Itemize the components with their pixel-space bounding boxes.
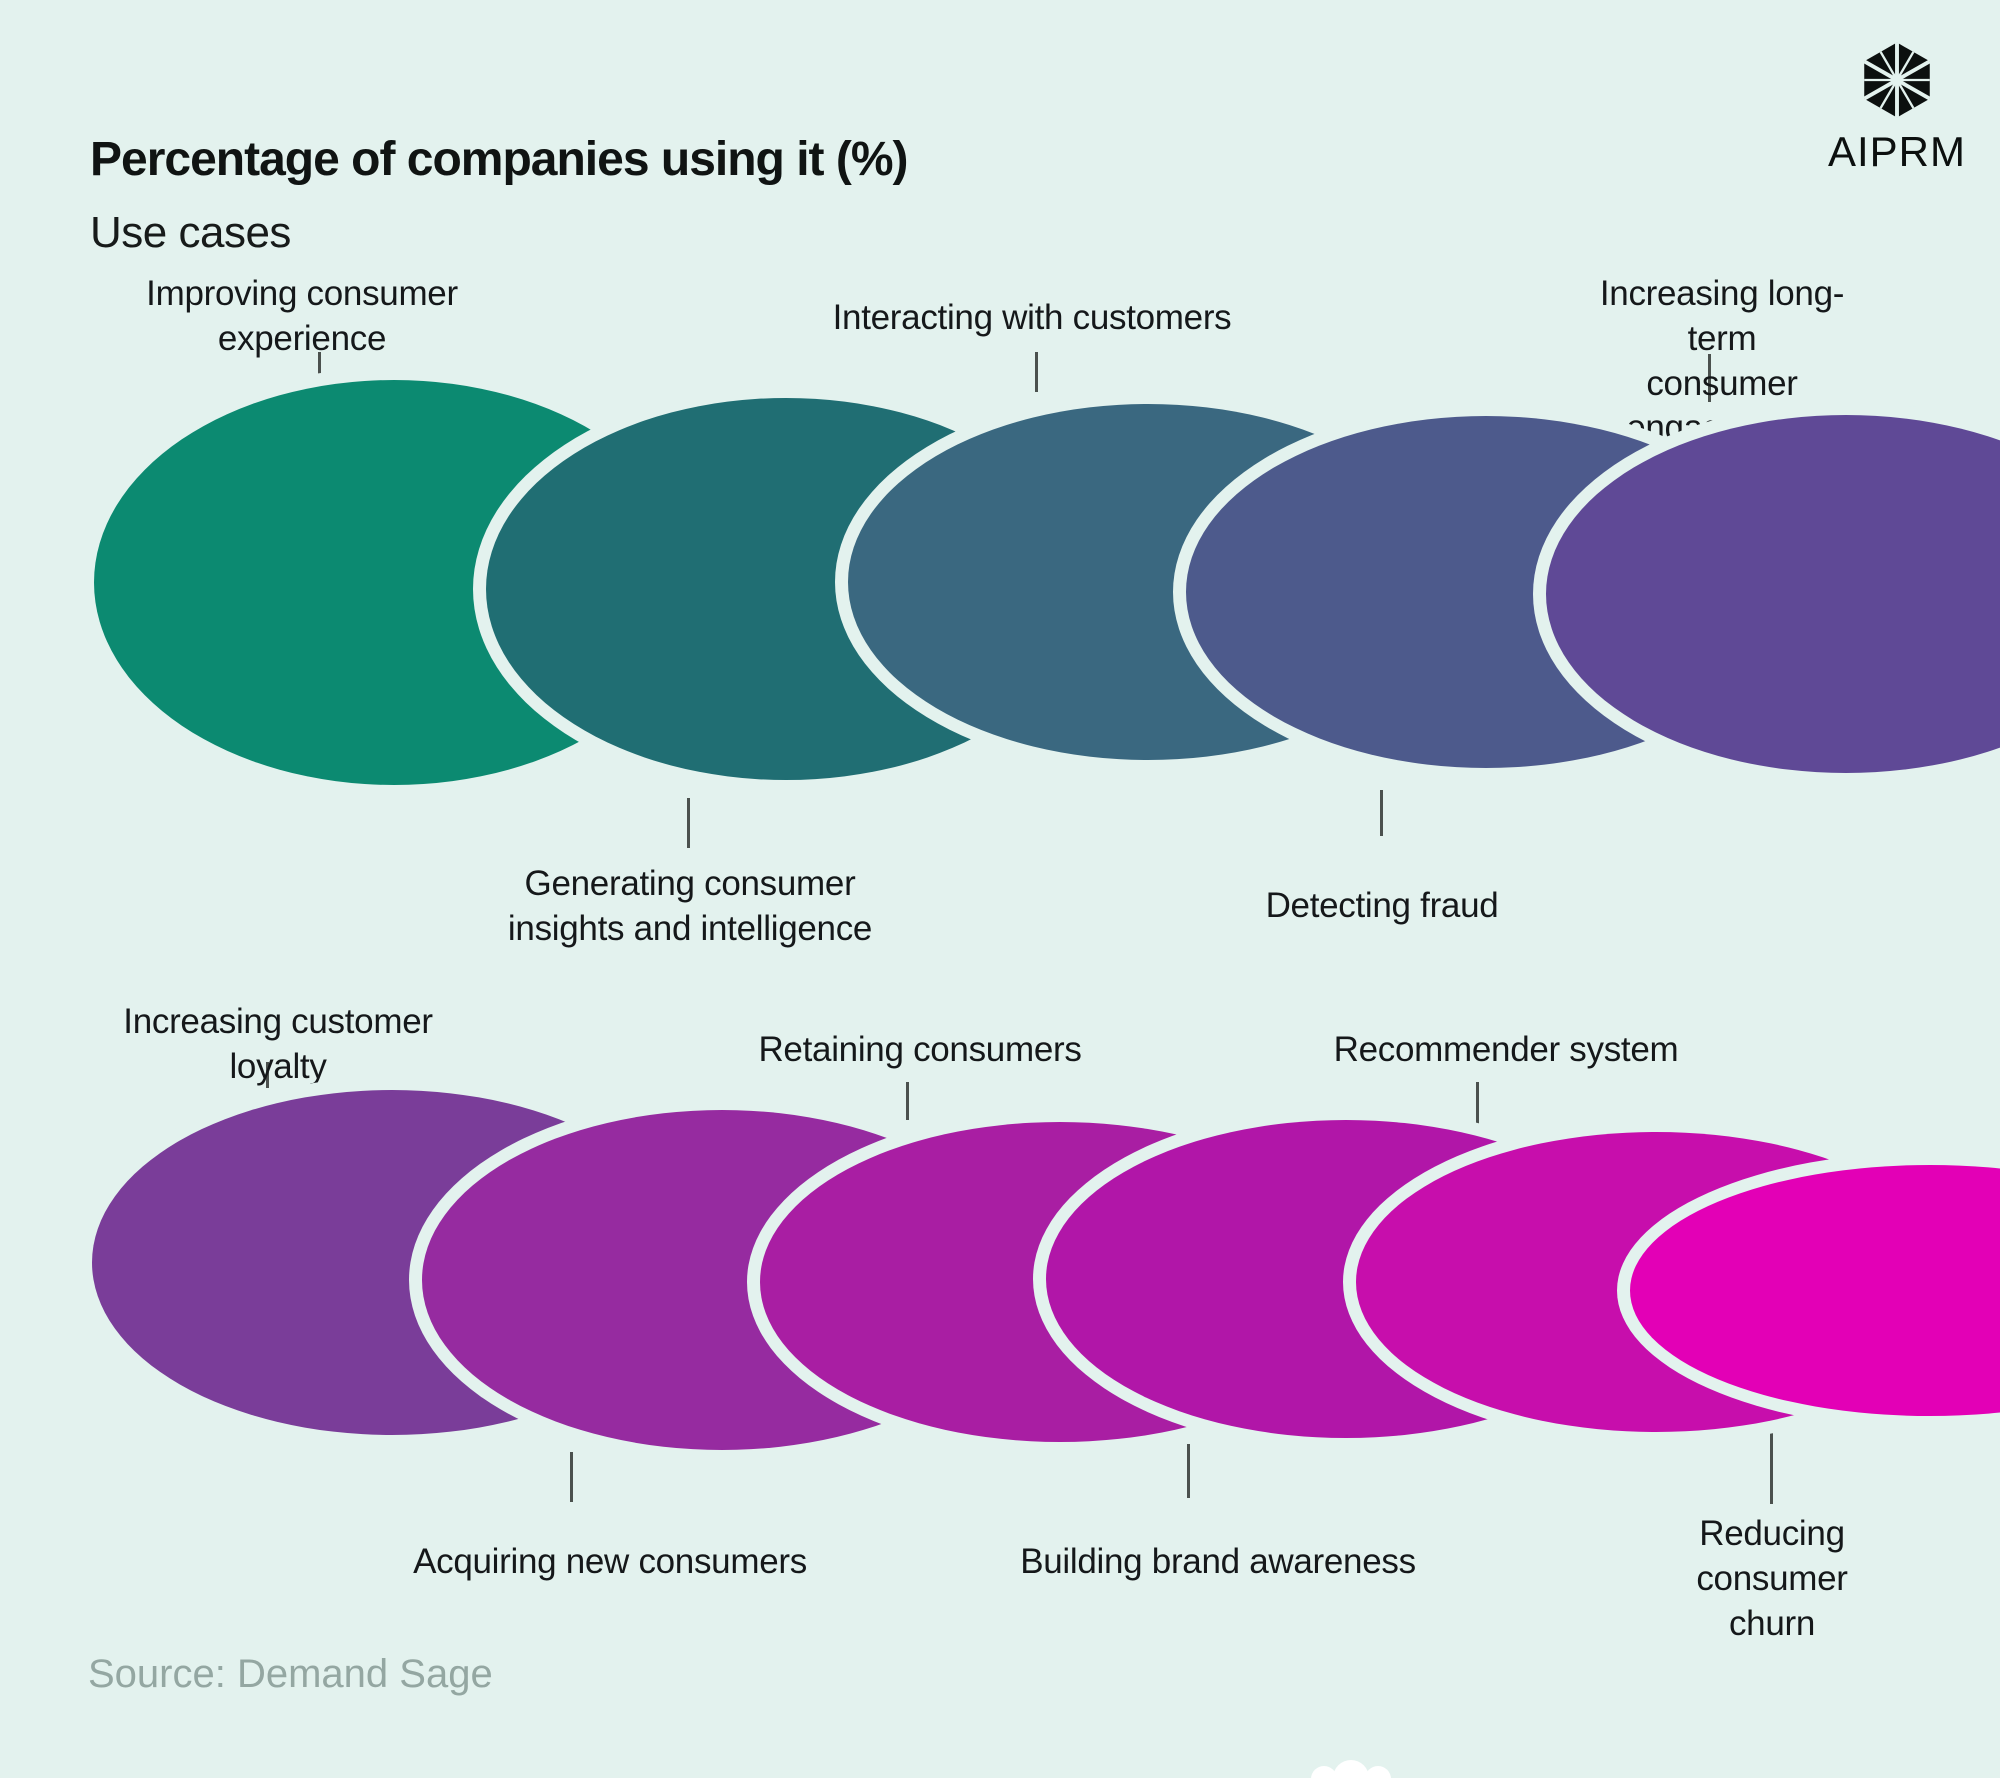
ellipsis-dots-icon	[1311, 1766, 1337, 1778]
bubble-label-recommender-system: Recommender system	[1333, 1030, 1679, 1069]
page-title: Percentage of companies using it (%)	[90, 133, 908, 186]
ellipsis-dots-icon	[1365, 1766, 1391, 1778]
label-tick	[687, 798, 690, 848]
bubble-label-building-brand-awareness: Building brand awareness	[1020, 1542, 1416, 1581]
label-tick	[1380, 790, 1383, 836]
page-subtitle: Use cases	[90, 208, 291, 257]
bubble-label-generating-consumer-insights: Generating consumer insights and intelli…	[507, 864, 873, 948]
label-tick	[1035, 352, 1038, 392]
bubble-increasing-long-term-engagement: 44%	[1546, 415, 2000, 773]
source-credit: Source: Demand Sage	[88, 1652, 493, 1696]
label-tick	[1187, 1444, 1190, 1498]
label-tick	[570, 1452, 573, 1502]
aiprm-hexagon-logo-icon	[1822, 40, 1972, 120]
ellipsis-dots-icon	[1333, 1760, 1369, 1778]
label-tick	[1708, 354, 1711, 402]
label-tick	[266, 1062, 269, 1088]
bubble-label-improving-consumer-experience: Improving consumer experience	[146, 274, 458, 358]
label-tick	[318, 352, 321, 380]
bubble-label-detecting-fraud: Detecting fraud	[1265, 886, 1499, 925]
brand-name: AIPRM	[1827, 128, 1966, 175]
label-tick	[1770, 1418, 1773, 1504]
label-tick	[1476, 1082, 1479, 1130]
brand-logo: AIPRM	[1822, 40, 1972, 176]
bubble-label-acquiring-new-consumers: Acquiring new consumers	[413, 1542, 807, 1581]
bubble-label-increasing-customer-loyalty: Increasing customer loyalty	[123, 1002, 433, 1086]
label-tick	[906, 1082, 909, 1120]
bubble-label-interacting-with-customers: Interacting with customers	[832, 298, 1232, 337]
bubble-label-reducing-consumer-churn: Reducing consumer churn	[1696, 1514, 1848, 1643]
bubble-label-retaining-consumers: Retaining consumers	[758, 1030, 1082, 1069]
